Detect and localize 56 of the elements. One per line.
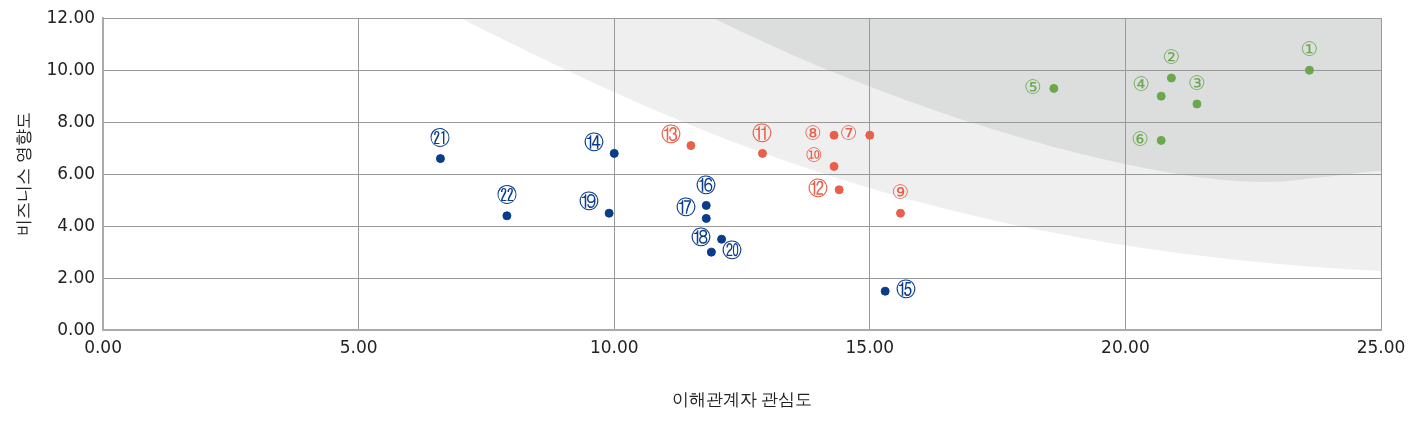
point [1156, 135, 1166, 145]
annotation: ⑦ [839, 121, 858, 146]
point [435, 154, 445, 164]
annotation: ⑪ [752, 120, 773, 145]
point [701, 200, 711, 210]
point [706, 247, 716, 257]
x-tick-label: 20.00 [1101, 336, 1150, 357]
annotation: ⑬ [660, 121, 681, 146]
x-tick-label: 0.00 [84, 336, 122, 357]
y-tick-label: 0.00 [57, 318, 96, 339]
annotation: ㉑ [430, 125, 451, 150]
point [1192, 99, 1202, 109]
point [502, 211, 512, 221]
x-tick-label: 5.00 [339, 336, 378, 357]
annotation: ① [1300, 37, 1319, 62]
annotation: ④ [1132, 72, 1151, 97]
annotation: ㉒ [496, 183, 517, 207]
y-tick-label: 10.00 [46, 58, 96, 79]
y-tick-label: 6.00 [57, 162, 96, 183]
y-tick-label: 12.00 [46, 6, 96, 27]
point [834, 185, 844, 195]
y-tick-label: 2.00 [57, 266, 96, 287]
annotation: ⑨ [891, 180, 910, 205]
annotation: ⑫ [808, 176, 829, 200]
annotation: ⑯ [696, 172, 717, 197]
point [829, 161, 839, 171]
annotation: ⑳ [722, 238, 743, 263]
point [686, 141, 696, 151]
point [1166, 73, 1176, 83]
point [896, 208, 905, 218]
y-axis-title: 비즈니스 영향도 [13, 112, 33, 237]
point [1156, 91, 1166, 101]
annotation: ⑱ [690, 225, 711, 250]
y-tick-label: 4.00 [57, 214, 96, 235]
x-tick-label: 10.00 [589, 336, 639, 357]
x-axis-title: 이해관계자 관심도 [671, 390, 813, 410]
point [604, 208, 614, 218]
annotation: ⑰ [676, 194, 697, 219]
point [880, 286, 890, 296]
point [829, 130, 839, 140]
point [609, 148, 619, 158]
annotation: ⑲ [579, 189, 600, 214]
point [701, 213, 711, 223]
annotation: ⑭ [584, 129, 605, 154]
x-tick-label: 25.00 [1356, 336, 1406, 357]
annotation: ⑥ [1131, 126, 1150, 151]
annotation: ⑮ [896, 277, 917, 302]
annotation: ③ [1188, 71, 1206, 96]
point [865, 130, 875, 140]
y-tick-label: 8.00 [57, 110, 96, 131]
point [757, 148, 767, 158]
annotation: ② [1162, 45, 1181, 70]
x-tick-label: 15.00 [845, 336, 895, 357]
annotation: ⑤ [1023, 74, 1042, 99]
point [1304, 65, 1314, 75]
point [1049, 83, 1059, 93]
